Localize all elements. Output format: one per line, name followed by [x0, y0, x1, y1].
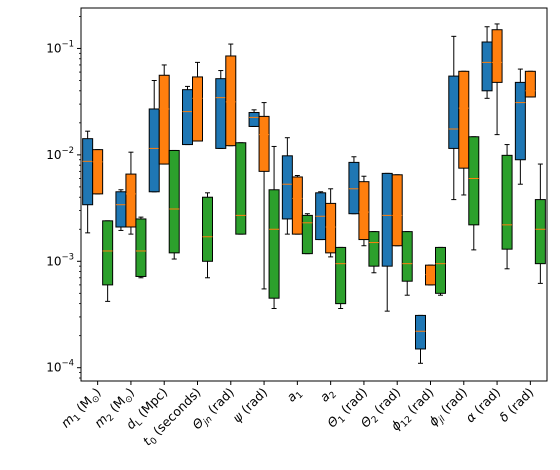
box-green [435, 246, 446, 294]
box-blue [215, 78, 227, 149]
box-orange [458, 70, 470, 169]
box-blue [415, 314, 426, 350]
boxes-group [82, 23, 546, 364]
x-category-label: δ (rad) [496, 385, 536, 425]
y-tick-label: 10−3 [46, 252, 74, 268]
box-green [401, 231, 413, 282]
box-orange [391, 174, 403, 247]
y-axis: 10−4 10−3 10−2 10−1 [46, 16, 81, 379]
box-blue [381, 172, 393, 267]
box-blue [348, 161, 360, 215]
box-green [102, 220, 114, 286]
x-axis: m1 (M⊙)m2 (M⊙)dL (Mpc)t0 (seconds)Θjn (r… [58, 381, 536, 448]
box-blue [115, 191, 127, 228]
box-blue [448, 75, 460, 149]
box-blue [514, 81, 526, 161]
box-green [301, 214, 313, 255]
box-green [235, 142, 247, 235]
box-green [368, 231, 380, 267]
box-orange [491, 29, 503, 83]
box-orange [192, 76, 203, 142]
box-orange [358, 181, 370, 241]
axes-frame [80, 7, 548, 382]
box-green [335, 246, 347, 305]
box-orange [291, 176, 303, 235]
x-category-label: a2 [317, 385, 339, 407]
box-orange [258, 115, 270, 172]
box-blue [481, 41, 493, 92]
box-green [168, 149, 180, 254]
box-green [501, 154, 513, 250]
box-blue [281, 155, 293, 220]
box-orange [92, 149, 104, 195]
x-category-label: ψ (rad) [229, 385, 270, 426]
y-tick-label: 10−1 [46, 39, 74, 55]
box-green [135, 218, 147, 277]
box-blue [148, 108, 160, 193]
box-orange [325, 202, 337, 254]
y-tick-label: 10−4 [46, 359, 74, 375]
x-category-label: a1 [283, 385, 305, 407]
box-blue [248, 112, 260, 127]
box-green [468, 136, 480, 226]
x-category-label: α (rad) [462, 385, 503, 426]
box-orange [125, 173, 137, 228]
box-orange [158, 74, 170, 165]
box-blue [82, 138, 94, 206]
box-blue [182, 89, 193, 146]
box-green [534, 199, 546, 265]
box-orange [225, 55, 237, 147]
y-tick-label: 10−2 [46, 146, 74, 162]
box-green [268, 189, 280, 299]
box-orange [524, 70, 536, 98]
box-green [202, 196, 213, 262]
